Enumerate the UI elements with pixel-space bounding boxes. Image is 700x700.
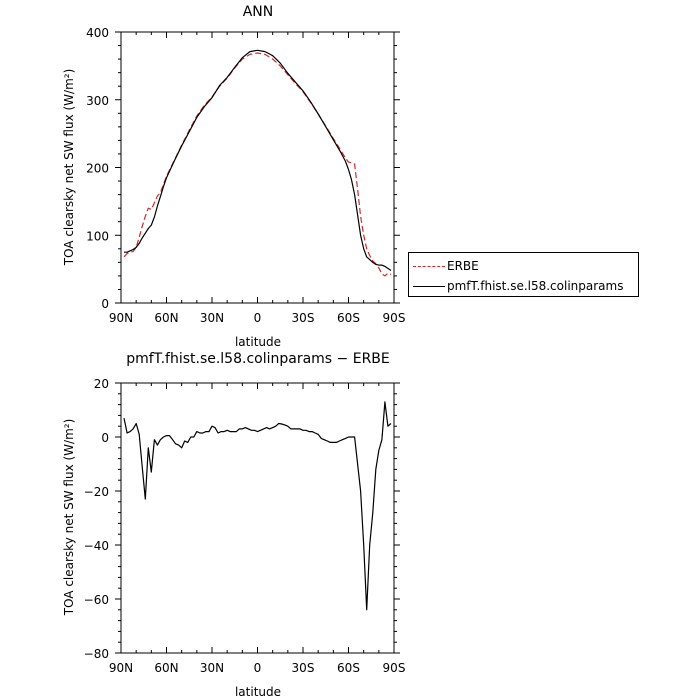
legend-item-erbe: ERBE: [413, 257, 479, 275]
bottom-y-tick-label: −20: [84, 485, 109, 499]
top-chart-title: ANN: [243, 4, 274, 20]
legend-swatch-model: [413, 285, 445, 287]
bottom-x-tick-label: 0: [254, 661, 262, 675]
top-x-tick-label: 60S: [337, 311, 360, 325]
top-y-tick-label: 100: [86, 229, 109, 243]
top-x-tick-label: 90N: [109, 311, 133, 325]
legend: ERBE pmfT.fhist.se.l58.colinparams: [408, 252, 639, 297]
top-panel: ANN latitude TOA clearsky net SW flux (W…: [62, 4, 405, 349]
bottom-y-tick-label: −60: [84, 593, 109, 607]
bottom-y-axis-label: TOA clearsky net SW flux (W/m²): [62, 419, 76, 617]
bottom-x-axis-label: latitude: [235, 685, 281, 699]
top-y-axis-label: TOA clearsky net SW flux (W/m²): [62, 69, 76, 267]
top-series-line-pmft-fhist-se-l58-colinparams: [124, 49, 392, 271]
top-x-axis-label: latitude: [235, 335, 281, 349]
bottom-x-tick-label: 60N: [154, 661, 178, 675]
top-x-tick-label: 60N: [154, 311, 178, 325]
bottom-x-tick-label: 30S: [292, 661, 315, 675]
legend-label-erbe: ERBE: [447, 259, 479, 273]
top-series-line-erbe: [123, 52, 392, 277]
bottom-x-tick-label: 90N: [109, 661, 133, 675]
bottom-x-tick-label: 30N: [200, 661, 224, 675]
top-y-tick-label: 400: [86, 26, 109, 40]
bottom-series-line-difference: [123, 401, 392, 611]
top-x-tick-label: 90S: [383, 311, 406, 325]
bottom-y-tick-label: 0: [101, 431, 109, 445]
bottom-y-tick-label: −40: [84, 539, 109, 553]
bottom-x-tick-label: 60S: [337, 661, 360, 675]
top-y-tick-label: 200: [86, 162, 109, 176]
bottom-y-tick-label: 20: [94, 377, 109, 391]
top-plot-frame: [120, 31, 395, 304]
bottom-y-tick-label: −80: [84, 647, 109, 661]
top-x-tick-label: 30N: [200, 311, 224, 325]
top-y-tick-label: 300: [86, 94, 109, 108]
bottom-chart-title: pmfT.fhist.se.l58.colinparams − ERBE: [126, 351, 390, 367]
legend-swatch-erbe: [413, 265, 445, 267]
bottom-panel: pmfT.fhist.se.l58.colinparams − ERBE lat…: [62, 351, 405, 699]
bottom-x-tick-label: 90S: [383, 661, 406, 675]
top-x-tick-label: 30S: [292, 311, 315, 325]
legend-label-model: pmfT.fhist.se.l58.colinparams: [447, 279, 624, 293]
top-x-tick-label: 0: [254, 311, 262, 325]
legend-item-model: pmfT.fhist.se.l58.colinparams: [413, 277, 623, 295]
top-y-tick-label: 0: [101, 297, 109, 311]
bottom-plot-frame: [120, 382, 395, 654]
